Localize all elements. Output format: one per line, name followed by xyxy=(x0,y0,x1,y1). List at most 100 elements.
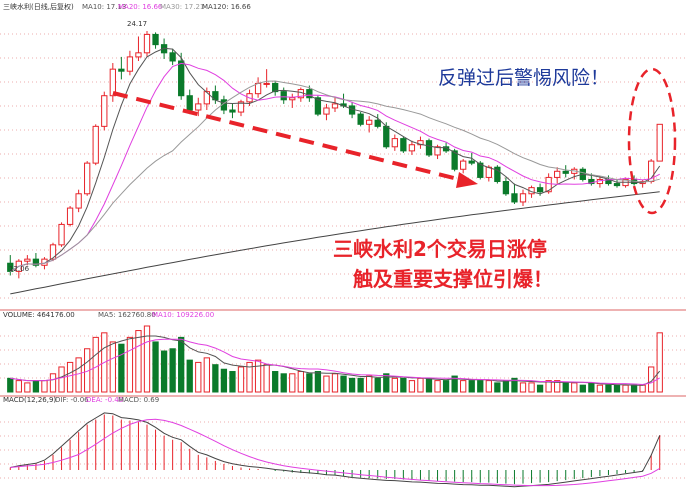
volume-bar xyxy=(519,382,527,393)
volume-bar xyxy=(468,380,475,393)
candle xyxy=(195,97,202,117)
volume-bar xyxy=(49,373,57,393)
macd-dif-line xyxy=(10,412,661,488)
candle-body xyxy=(237,101,245,113)
candle xyxy=(511,183,518,204)
volume-bar xyxy=(24,382,31,393)
candle-body xyxy=(118,68,125,72)
candle-body xyxy=(408,144,416,152)
candle-body xyxy=(477,162,484,178)
candle xyxy=(126,50,134,76)
volume-bar xyxy=(536,384,544,393)
candle-body xyxy=(66,207,74,225)
candle-body xyxy=(143,33,151,54)
candle xyxy=(400,136,407,153)
volume-bar xyxy=(477,380,484,393)
candle xyxy=(408,140,416,155)
candle-body xyxy=(229,109,236,113)
volume-bar xyxy=(58,366,65,393)
candle-body xyxy=(135,52,142,58)
volume-bar xyxy=(246,361,253,393)
candle-body xyxy=(323,107,330,115)
volume-bar xyxy=(92,336,99,393)
volume-bar xyxy=(656,332,663,393)
volume-bar xyxy=(528,382,535,393)
volume-bar xyxy=(169,348,176,393)
volume-bar xyxy=(7,377,14,393)
volume-bar xyxy=(340,375,347,393)
candle-body xyxy=(511,193,518,203)
candle xyxy=(237,99,245,117)
candlestick-series xyxy=(7,30,663,279)
volume-bar xyxy=(323,375,330,393)
volume-bar xyxy=(160,350,168,393)
candle-body xyxy=(425,140,433,156)
candle xyxy=(135,36,142,61)
annotation-part-1: 三峡水利 xyxy=(333,237,413,261)
volume-bar xyxy=(545,380,552,393)
volume-bar xyxy=(639,384,646,393)
candle xyxy=(417,136,424,149)
volume-bar xyxy=(442,380,450,393)
candle-body xyxy=(169,52,176,62)
annotation-part-3: 个交易日涨停 xyxy=(426,237,547,261)
candle-body xyxy=(366,119,373,125)
macd-histogram xyxy=(9,414,661,485)
candle-body xyxy=(383,125,390,148)
macd-dea-label: DEA: -0.40 xyxy=(86,396,123,404)
candle-body xyxy=(75,193,82,209)
volume-bar xyxy=(485,380,492,393)
candle-body xyxy=(178,60,185,97)
candle xyxy=(331,97,339,113)
volume-bar xyxy=(331,373,339,393)
candle-body xyxy=(374,119,381,127)
candle-body xyxy=(536,187,544,193)
volume-bar xyxy=(263,364,270,393)
candle xyxy=(656,123,663,162)
ma20-line xyxy=(10,80,660,272)
candle xyxy=(494,165,501,184)
candle-body xyxy=(32,258,40,266)
candle xyxy=(143,30,151,57)
candle xyxy=(460,159,467,174)
candle xyxy=(391,134,398,151)
volume-bar xyxy=(306,373,313,393)
candle-body xyxy=(126,56,134,72)
ma120-label: MA120: 16.66 xyxy=(202,3,251,11)
candle-body xyxy=(460,160,467,170)
candle-body xyxy=(254,82,262,95)
volume-bar xyxy=(143,325,151,393)
volume-bar xyxy=(434,380,441,393)
candle xyxy=(562,165,569,178)
volume-bar xyxy=(41,380,48,393)
volume-bar xyxy=(32,380,40,393)
volume-bar xyxy=(212,364,219,393)
ma30-label: MA30: 17.21 xyxy=(160,3,204,11)
volume-bar xyxy=(152,341,159,393)
candle xyxy=(101,91,108,131)
volume-bar xyxy=(118,343,125,393)
volume-bar xyxy=(451,375,458,393)
volume-bar xyxy=(220,368,228,393)
candle xyxy=(357,112,364,127)
volume-bar xyxy=(126,336,134,393)
candle xyxy=(186,89,193,115)
volume-bar xyxy=(348,377,356,393)
volume-bar xyxy=(135,330,142,393)
candle-body xyxy=(203,91,210,105)
candle-body xyxy=(545,176,552,193)
volume-bar xyxy=(297,371,304,393)
candle xyxy=(92,124,99,166)
high-price-marker: 24.17 xyxy=(127,20,147,28)
volume-bar xyxy=(630,384,638,393)
candle xyxy=(178,52,185,100)
downtrend-arrow xyxy=(112,91,478,188)
candle-body xyxy=(434,146,441,156)
volume-bar xyxy=(622,384,629,393)
candle xyxy=(289,93,296,108)
volume-bar xyxy=(391,377,398,393)
volume-bar xyxy=(588,382,595,393)
candle-body xyxy=(502,181,510,195)
candle-body xyxy=(24,258,31,262)
macd-dea-line xyxy=(10,418,660,487)
